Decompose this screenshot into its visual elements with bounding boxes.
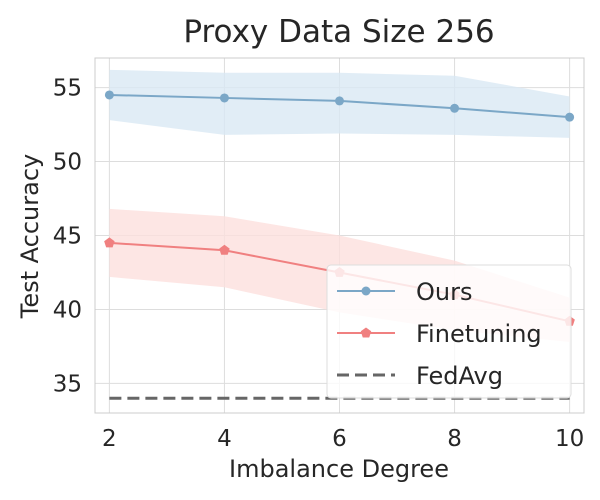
x-tick-label: 4 (217, 426, 232, 452)
y-tick-labels: 35 40 45 50 55 (53, 76, 82, 398)
ours-point (104, 90, 114, 100)
x-tick-label: 6 (332, 426, 347, 452)
legend-finetuning-marker (360, 327, 372, 338)
y-axis-label: Test Accuracy (16, 154, 44, 319)
legend-ours-marker (361, 286, 371, 296)
x-tick-label: 8 (447, 426, 462, 452)
legend-box (326, 264, 572, 399)
x-tick-labels: 2 4 6 8 10 (102, 426, 584, 452)
y-tick-label: 45 (53, 224, 82, 250)
y-tick-label: 40 (53, 297, 82, 323)
legend: Ours Finetuning FedAvg (326, 264, 572, 399)
x-tick-label: 10 (555, 426, 584, 452)
x-axis-label: Imbalance Degree (229, 455, 449, 483)
y-tick-label: 50 (53, 150, 82, 176)
x-tick-label: 2 (102, 426, 117, 452)
ours-point (565, 112, 575, 122)
ours-point (219, 93, 229, 103)
ours-point (335, 96, 344, 106)
legend-fedavg-label: FedAvg (416, 362, 503, 390)
finetuning-point (219, 244, 230, 255)
chart-title: Proxy Data Size 256 (183, 14, 494, 50)
legend-finetuning-label: Finetuning (416, 320, 542, 348)
y-tick-label: 55 (53, 76, 82, 102)
ours-point (450, 103, 460, 113)
finetuning-point (104, 237, 115, 248)
legend-ours-label: Ours (416, 278, 472, 306)
plot-frame (94, 57, 585, 414)
y-tick-label: 35 (53, 371, 82, 397)
